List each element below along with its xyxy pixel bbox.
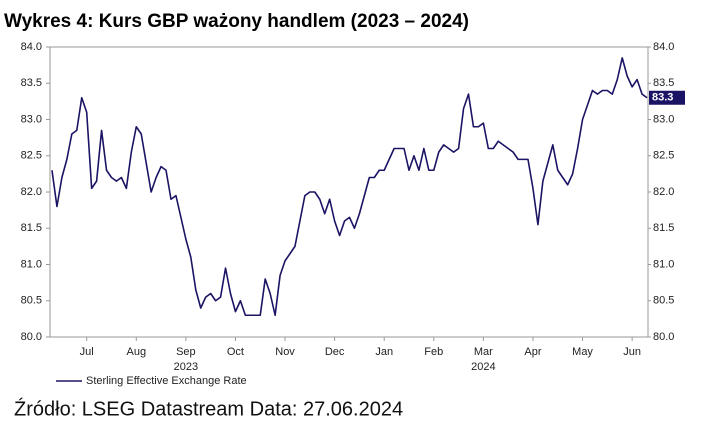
y2-tick-label: 84.0 — [653, 41, 674, 53]
y-tick-label: 82.0 — [21, 186, 42, 198]
series-line — [51, 57, 648, 317]
y-tick-label: 80.0 — [21, 331, 42, 343]
x-tick-label: May — [572, 346, 593, 358]
y-tick-label: 82.5 — [21, 150, 42, 162]
y2-tick-label: 83.5 — [653, 77, 674, 89]
x-tick-label: Dec — [325, 346, 345, 358]
chart-title: Wykres 4: Kurs GBP ważony handlem (2023 … — [4, 11, 469, 32]
end-value-label: 83.3 — [652, 92, 673, 104]
x-tick-label: Mar — [474, 346, 493, 358]
y2-tick-label: 81.0 — [653, 258, 674, 270]
y-tick-label: 83.0 — [21, 113, 42, 125]
year-label: 2024 — [471, 361, 495, 373]
x-tick-label: Jan — [375, 346, 393, 358]
y-tick-label: 83.5 — [21, 77, 42, 89]
y2-tick-label: 83.0 — [653, 113, 674, 125]
x-tick-label: Jun — [623, 346, 641, 358]
y2-tick-label: 80.0 — [653, 331, 674, 343]
y2-tick-label: 82.0 — [653, 186, 674, 198]
x-tick-label: Jul — [80, 346, 94, 358]
legend-label: Sterling Effective Exchange Rate — [86, 375, 247, 387]
y-tick-label: 84.0 — [21, 41, 42, 53]
x-tick-label: Nov — [275, 346, 295, 358]
x-tick-label: Aug — [126, 346, 146, 358]
y-tick-label: 81.5 — [21, 222, 42, 234]
end-value-box — [649, 90, 685, 105]
x-tick-label: Oct — [227, 346, 244, 358]
plot-frame — [49, 46, 649, 338]
year-label: 2023 — [174, 361, 198, 373]
y2-tick-label: 80.5 — [653, 295, 674, 307]
x-tick-label: Apr — [524, 346, 541, 358]
y-tick-label: 81.0 — [21, 258, 42, 270]
y2-tick-label: 81.5 — [653, 222, 674, 234]
source: Źródło: LSEG Datastream Data: 27.06.2024 — [14, 397, 403, 420]
y2-tick-label: 82.5 — [653, 150, 674, 162]
x-tick-label: Feb — [424, 346, 443, 358]
y-tick-label: 80.5 — [21, 295, 42, 307]
x-tick-label: Sep — [176, 346, 196, 358]
